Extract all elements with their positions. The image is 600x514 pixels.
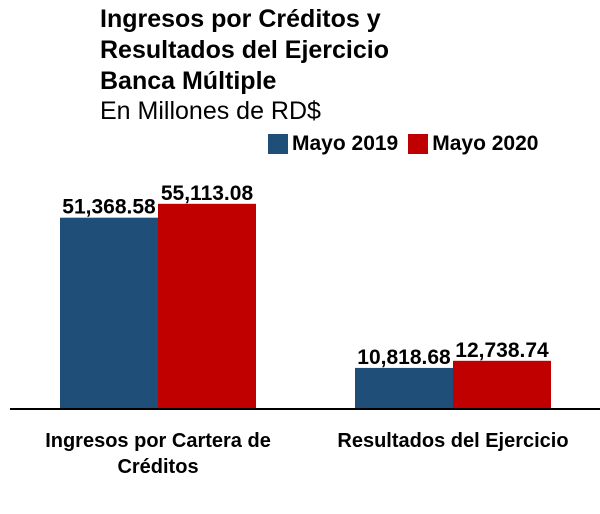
chart-subtitle: En Millones de RD$ <box>100 97 321 125</box>
data-label-2020-resultados: 12,738.74 <box>455 339 549 362</box>
data-label-2019-cartera: 51,368.58 <box>62 196 156 219</box>
chart-title-block: Ingresos por Créditos y Resultados del E… <box>100 4 389 125</box>
legend-label-2020: Mayo 2020 <box>432 132 539 155</box>
chart-title-line-2: Resultados del Ejercicio <box>100 36 389 64</box>
legend-item-2020: Mayo 2020 <box>408 132 538 156</box>
legend-swatch-2020 <box>408 134 429 154</box>
chart-title-line-1: Ingresos por Créditos y <box>100 5 381 33</box>
legend-item-2019: Mayo 2019 <box>268 132 398 156</box>
category-label-resultados: Resultados del Ejercicio <box>337 430 569 452</box>
category-label-cartera: Ingresos por Cartera de Créditos <box>45 430 271 478</box>
legend-label-2019: Mayo 2019 <box>292 132 399 155</box>
chart-legend: Mayo 2019 Mayo 2020 <box>268 132 538 156</box>
data-label-2019-resultados: 10,818.68 <box>357 346 451 369</box>
data-label-2020-cartera: 55,113.08 <box>161 182 254 205</box>
bar-2020-cartera <box>158 203 256 408</box>
bar-2019-resultados <box>355 367 453 408</box>
chart-title-line-3: Banca Múltiple <box>100 67 277 95</box>
bar-2019-cartera <box>60 217 158 408</box>
legend-swatch-2019 <box>268 134 288 154</box>
bar-2020-resultados <box>453 360 551 408</box>
